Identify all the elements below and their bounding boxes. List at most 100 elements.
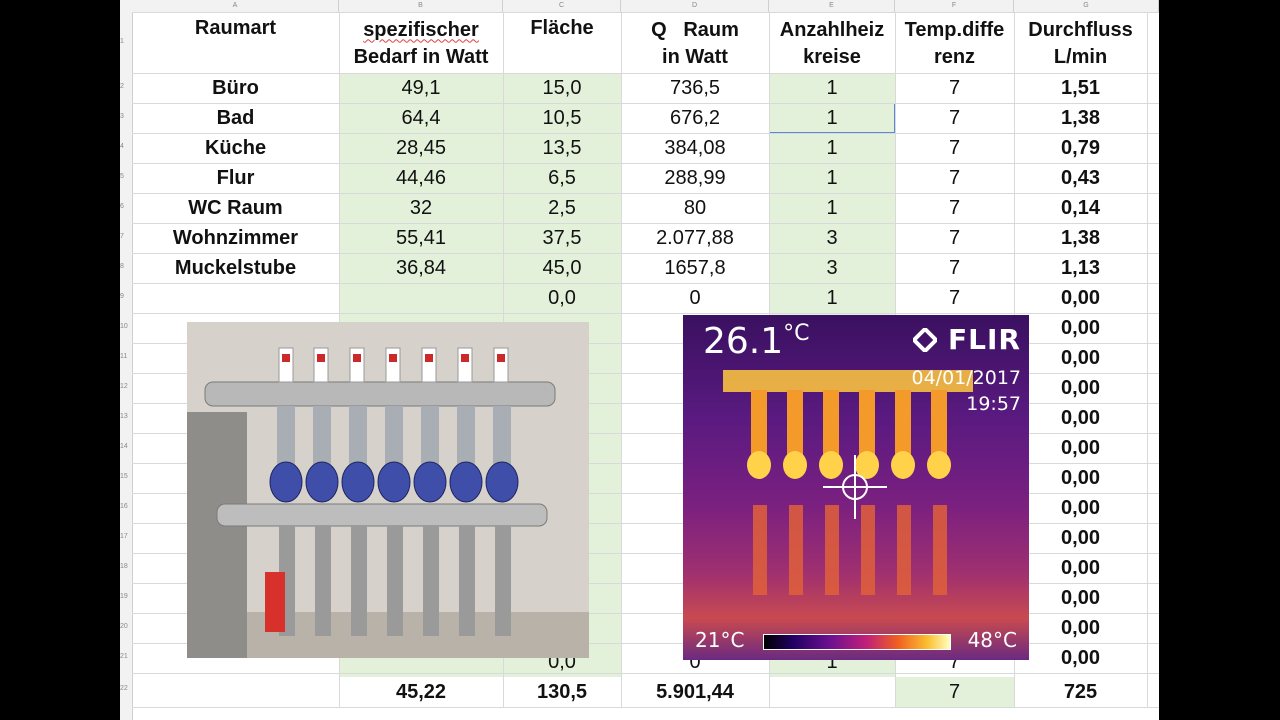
cell-raumart[interactable]: [132, 283, 339, 313]
cell-bedarf[interactable]: 49,1: [401, 76, 441, 99]
column-header-f[interactable]: F: [895, 0, 1014, 12]
column-header-d[interactable]: D: [621, 0, 769, 12]
cell-temp[interactable]: 7: [948, 106, 961, 129]
column-header-c[interactable]: C: [503, 0, 621, 12]
cell-flaeche[interactable]: 2,5: [548, 196, 576, 219]
row-number[interactable]: 14: [120, 443, 128, 450]
cell-durchfluss[interactable]: 0,00: [1061, 406, 1100, 429]
cell-flaeche[interactable]: 6,5: [548, 166, 576, 189]
cell-flaeche[interactable]: 13,5: [542, 136, 582, 159]
cell-flaeche[interactable]: 37,5: [542, 226, 582, 249]
cell-flaeche[interactable]: 45,0: [542, 256, 582, 279]
row-number[interactable]: 4: [120, 143, 124, 150]
cell-durchfluss[interactable]: 0,00: [1061, 616, 1100, 639]
cell-bedarf[interactable]: 64,4: [401, 106, 441, 129]
cell-bedarf[interactable]: 36,84: [395, 256, 447, 279]
cell-q[interactable]: 288,99: [664, 166, 726, 189]
row-number[interactable]: 5: [120, 173, 124, 180]
cell-q[interactable]: 0: [689, 286, 701, 309]
cell-durchfluss[interactable]: 1,13: [1061, 256, 1100, 279]
row-number[interactable]: 11: [120, 353, 128, 360]
row-number[interactable]: 22: [120, 685, 128, 692]
header-q-raum[interactable]: Q Raum in Watt: [621, 12, 769, 73]
cell-bedarf[interactable]: 28,45: [395, 136, 447, 159]
cell-q[interactable]: 676,2: [669, 106, 721, 129]
cell-temp[interactable]: 7: [948, 136, 961, 159]
row-number[interactable]: 21: [120, 653, 128, 660]
header-raumart[interactable]: Raumart: [132, 12, 339, 73]
cell-temp[interactable]: 7: [948, 226, 961, 249]
cell-durchfluss[interactable]: 0,00: [1061, 286, 1100, 309]
row-number[interactable]: 13: [120, 413, 128, 420]
cell-temp[interactable]: 7: [948, 76, 961, 99]
header-anzahl-heizkreise[interactable]: Anzahlheiz kreise: [769, 12, 895, 73]
row-number[interactable]: 3: [120, 113, 124, 120]
cell-kreise[interactable]: 1: [826, 196, 838, 219]
row-number[interactable]: 8: [120, 263, 124, 270]
column-header-b[interactable]: B: [339, 0, 503, 12]
cell-q[interactable]: 80: [683, 196, 707, 219]
cell-kreise[interactable]: 1: [826, 166, 838, 189]
cell-kreise[interactable]: 3: [826, 256, 838, 279]
cell-kreise-row21[interactable]: 1: [826, 650, 838, 673]
header-durchfluss[interactable]: Durchfluss L/min: [1014, 12, 1147, 73]
cell-raumart[interactable]: Muckelstube: [174, 256, 297, 279]
cell-q[interactable]: 2.077,88: [656, 226, 734, 249]
cell-durchfluss[interactable]: 1,38: [1061, 106, 1100, 129]
manifold-photo[interactable]: [187, 322, 589, 658]
cell-bedarf[interactable]: 32: [409, 196, 433, 219]
row-number[interactable]: 2: [120, 83, 124, 90]
cell-flaeche[interactable]: 10,5: [542, 106, 582, 129]
cell-durchfluss[interactable]: 0,00: [1061, 346, 1100, 369]
header-bedarf[interactable]: spezifischer Bedarf in Watt: [339, 12, 503, 73]
cell-bedarf[interactable]: 55,41: [395, 226, 447, 249]
cell-flaeche[interactable]: 0,0: [548, 286, 576, 309]
header-flaeche[interactable]: Fläche: [503, 12, 621, 73]
cell-durchfluss[interactable]: 0,00: [1061, 556, 1100, 579]
cell-q-row21[interactable]: 0: [689, 650, 701, 673]
cell-durchfluss[interactable]: 0,00: [1061, 376, 1100, 399]
total-flaeche[interactable]: 130,5: [536, 680, 588, 703]
cell-durchfluss[interactable]: 0,00: [1061, 466, 1100, 489]
selected-cell-e3[interactable]: [769, 103, 895, 133]
cell-q[interactable]: 736,5: [669, 76, 721, 99]
cell-durchfluss[interactable]: 0,79: [1061, 136, 1100, 159]
cell-bedarf[interactable]: [339, 283, 503, 313]
row-number[interactable]: 17: [120, 533, 128, 540]
cell-kreise[interactable]: 1: [826, 136, 838, 159]
total-bedarf[interactable]: 45,22: [395, 680, 447, 703]
row-number[interactable]: 6: [120, 203, 124, 210]
cell-durchfluss[interactable]: 0,43: [1061, 166, 1100, 189]
thermal-image[interactable]: 26.1°C FLIR 04/01/2017 19:57 21°C 48°C: [683, 315, 1029, 660]
cell-durchfluss[interactable]: 0,00: [1061, 646, 1100, 669]
cell-durchfluss[interactable]: 1,38: [1061, 226, 1100, 249]
row-number[interactable]: 9: [120, 293, 124, 300]
cell-bedarf[interactable]: 44,46: [395, 166, 447, 189]
cell-durchfluss[interactable]: 0,00: [1061, 586, 1100, 609]
cell-kreise[interactable]: 1: [826, 286, 838, 309]
header-temp-differenz[interactable]: Temp.diffe renz: [895, 12, 1014, 73]
cell-kreise[interactable]: 3: [826, 226, 838, 249]
total-q[interactable]: 5.901,44: [656, 680, 734, 703]
cell-raumart[interactable]: Wohnzimmer: [172, 226, 299, 249]
cell-durchfluss[interactable]: 1,51: [1061, 76, 1100, 99]
cell-q[interactable]: 1657,8: [664, 256, 726, 279]
cell-temp[interactable]: 7: [948, 196, 961, 219]
row-number[interactable]: 10: [120, 323, 128, 330]
cell-raumart[interactable]: Büro: [212, 76, 259, 99]
cell-kreise[interactable]: 1: [826, 106, 838, 129]
row-number[interactable]: 18: [120, 563, 128, 570]
row-number[interactable]: 1: [120, 37, 124, 45]
cell-raumart[interactable]: WC Raum: [188, 196, 283, 219]
total-durchfluss[interactable]: 725: [1063, 680, 1098, 703]
cell-raumart[interactable]: Küche: [204, 136, 267, 159]
cell-raumart[interactable]: Flur: [216, 166, 255, 189]
column-header-g[interactable]: G: [1014, 0, 1159, 12]
row-number[interactable]: 7: [120, 233, 124, 240]
cell-durchfluss[interactable]: 0,00: [1061, 526, 1100, 549]
row-number[interactable]: 19: [120, 593, 128, 600]
column-header-a[interactable]: A: [132, 0, 339, 12]
cell-kreise[interactable]: 1: [826, 76, 838, 99]
cell-durchfluss[interactable]: 0,14: [1061, 196, 1100, 219]
row-number[interactable]: 15: [120, 473, 128, 480]
